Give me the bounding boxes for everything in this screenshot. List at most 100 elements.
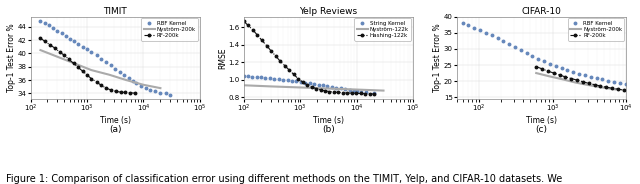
Nyström-200k: [599, 86, 607, 89]
Hashing-122k: [267, 50, 275, 52]
RBF Kernel: [517, 49, 525, 51]
RBF Kernel: [88, 51, 95, 53]
Title: TIMIT: TIMIT: [103, 7, 127, 16]
RF-200k: [591, 84, 598, 86]
RF-200k: [579, 81, 587, 83]
String Kernel: [310, 83, 318, 85]
Hashing-122k: [348, 92, 356, 94]
X-axis label: Time (s): Time (s): [526, 116, 557, 125]
Nyström-200k: [559, 78, 567, 81]
RBF Kernel: [166, 94, 174, 96]
RF-200k: [585, 82, 593, 84]
RF-200k: [561, 76, 569, 78]
String Kernel: [288, 80, 296, 82]
RBF Kernel: [482, 32, 490, 34]
Hashing-122k: [330, 91, 338, 93]
RF-200k: [56, 51, 63, 53]
Nyström-200k: [106, 74, 113, 76]
Hashing-122k: [249, 29, 257, 31]
RBF Kernel: [79, 46, 87, 48]
RF-200k: [620, 89, 627, 91]
RF-200k: [131, 92, 138, 94]
RBF Kernel: [465, 24, 472, 26]
RF-200k: [70, 62, 77, 65]
RBF Kernel: [534, 57, 542, 60]
RBF Kernel: [93, 54, 100, 56]
Nyström-200k: [545, 75, 553, 77]
X-axis label: Time (s): Time (s): [313, 116, 344, 125]
RBF Kernel: [49, 27, 57, 29]
Line: Nyström-200k: Nyström-200k: [40, 50, 161, 88]
RBF Kernel: [111, 68, 119, 70]
RBF Kernel: [58, 32, 66, 35]
RBF Kernel: [108, 64, 115, 67]
Hashing-122k: [263, 44, 271, 47]
RF-200k: [65, 58, 73, 61]
RF-200k: [122, 91, 129, 93]
RF-200k: [83, 74, 91, 76]
RBF Kernel: [62, 35, 70, 37]
RBF Kernel: [116, 71, 124, 73]
Hashing-122k: [258, 39, 266, 41]
RBF Kernel: [488, 34, 495, 36]
RBF Kernel: [41, 22, 49, 24]
Hashing-122k: [362, 93, 369, 95]
String Kernel: [261, 77, 269, 79]
Hashing-122k: [317, 89, 324, 91]
RBF Kernel: [575, 73, 583, 75]
Title: CIFAR-10: CIFAR-10: [522, 7, 561, 16]
String Kernel: [337, 87, 344, 90]
RF-200k: [596, 85, 604, 87]
RBF Kernel: [137, 85, 145, 87]
RBF Kernel: [54, 30, 61, 32]
Nyström-122k: [323, 87, 331, 90]
RBF Kernel: [564, 69, 572, 71]
RBF Kernel: [593, 77, 600, 79]
RBF Kernel: [132, 82, 140, 85]
RBF Kernel: [604, 80, 612, 82]
RBF Kernel: [151, 90, 159, 93]
String Kernel: [248, 76, 256, 78]
Legend: String Kernel, Nyström-122k, Hashing-122k: String Kernel, Nyström-122k, Hashing-122…: [355, 18, 412, 41]
RF-200k: [61, 54, 68, 56]
RBF Kernel: [459, 22, 467, 24]
RBF Kernel: [36, 20, 44, 22]
String Kernel: [244, 75, 252, 77]
String Kernel: [357, 91, 365, 93]
RBF Kernel: [146, 89, 154, 91]
Hashing-122k: [335, 91, 342, 93]
Nyström-200k: [88, 69, 95, 71]
Hashing-122k: [272, 55, 280, 57]
String Kernel: [284, 79, 291, 81]
RF-200k: [614, 88, 621, 90]
String Kernel: [240, 75, 248, 77]
String Kernel: [279, 79, 287, 81]
RF-200k: [568, 77, 575, 80]
RF-200k: [117, 91, 125, 93]
Nyström-200k: [586, 84, 593, 86]
Line: RF-200k: RF-200k: [39, 37, 136, 94]
RBF Kernel: [546, 63, 554, 65]
RBF Kernel: [598, 78, 606, 81]
Title: Yelp Reviews: Yelp Reviews: [300, 7, 357, 16]
Hashing-122k: [339, 92, 347, 94]
RF-200k: [608, 87, 616, 89]
Hashing-122k: [308, 86, 316, 88]
Nyström-200k: [123, 79, 131, 81]
String Kernel: [253, 76, 260, 78]
RF-200k: [36, 37, 44, 39]
String Kernel: [315, 84, 323, 86]
RF-200k: [108, 89, 115, 91]
String Kernel: [350, 89, 358, 92]
RBF Kernel: [120, 74, 127, 76]
Hashing-122k: [276, 60, 284, 62]
RBF Kernel: [610, 81, 618, 83]
RBF Kernel: [45, 24, 52, 26]
Line: String Kernel: String Kernel: [243, 75, 375, 94]
Hashing-122k: [303, 84, 311, 86]
Hashing-122k: [321, 90, 329, 92]
String Kernel: [301, 82, 309, 84]
RF-200k: [93, 81, 100, 83]
String Kernel: [306, 82, 314, 84]
Nyström-200k: [54, 56, 61, 58]
